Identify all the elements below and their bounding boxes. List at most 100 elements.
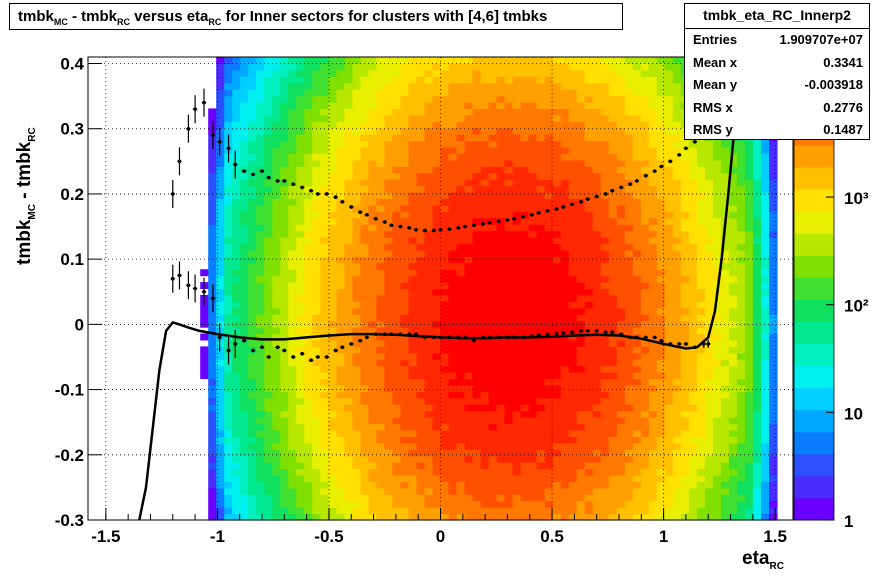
heatmap-cell xyxy=(496,237,506,245)
heatmap-cell xyxy=(376,114,385,122)
heatmap-cell xyxy=(208,359,217,367)
heatmap-cell xyxy=(272,237,281,245)
heatmap-cell xyxy=(752,166,762,174)
heatmap-cell xyxy=(632,153,642,161)
heatmap-cell xyxy=(480,269,490,277)
heatmap-cell xyxy=(296,102,305,109)
heatmap-cell xyxy=(400,301,409,309)
heatmap-cell xyxy=(512,327,522,335)
heatmap-cell xyxy=(296,269,305,277)
heatmap-cell xyxy=(584,89,594,97)
heatmap-cell xyxy=(224,217,233,225)
heatmap-cell xyxy=(456,346,466,354)
heatmap-cell xyxy=(376,140,385,148)
heatmap-cell xyxy=(320,172,329,180)
heatmap-cell xyxy=(720,487,730,495)
heatmap-cell xyxy=(568,108,578,116)
heatmap-cell xyxy=(256,114,265,122)
heatmap-cell xyxy=(296,430,305,437)
heatmap-cell xyxy=(761,462,770,470)
heatmap-cell xyxy=(656,172,666,180)
heatmap-cell xyxy=(736,385,746,392)
heatmap-cell xyxy=(224,288,233,296)
heatmap-cell xyxy=(320,500,329,508)
heatmap-cell xyxy=(680,224,690,232)
heatmap-cell xyxy=(320,513,329,521)
heatmap-cell xyxy=(672,327,682,335)
heatmap-cell xyxy=(488,82,498,90)
heatmap-cell xyxy=(432,397,442,405)
heatmap-cell xyxy=(328,140,337,148)
heatmap-cell xyxy=(744,320,754,328)
heatmap-cell xyxy=(208,249,217,257)
heatmap-cell xyxy=(344,301,353,309)
heatmap-cell xyxy=(728,442,738,450)
heatmap-cell xyxy=(392,127,401,135)
heatmap-cell xyxy=(536,166,546,174)
heatmap-cell xyxy=(704,417,714,425)
heatmap-cell xyxy=(312,339,321,347)
heatmap-cell xyxy=(672,95,682,103)
heatmap-cell xyxy=(232,256,241,264)
heatmap-cell xyxy=(488,507,498,515)
heatmap-cell xyxy=(488,249,498,257)
heatmap-cell xyxy=(520,159,530,167)
heatmap-cell xyxy=(240,89,249,97)
heatmap-cell xyxy=(680,301,690,309)
heatmap-cell xyxy=(456,76,466,84)
heatmap-cell xyxy=(240,192,249,199)
heatmap-cell xyxy=(208,333,217,341)
heatmap-cell xyxy=(288,114,297,122)
heatmap-cell xyxy=(608,275,618,283)
heatmap-cell xyxy=(584,179,594,187)
heatmap-cell xyxy=(344,102,353,109)
heatmap-cell xyxy=(376,327,385,335)
heatmap-cell xyxy=(472,57,482,64)
heatmap-cell xyxy=(440,288,450,296)
heatmap-cell xyxy=(584,352,594,360)
heatmap-cell xyxy=(464,224,474,232)
heatmap-cell xyxy=(248,185,257,193)
heatmap-cell xyxy=(632,198,642,206)
heatmap-cell xyxy=(336,294,345,302)
heatmap-cell xyxy=(472,423,482,431)
heatmap-cell xyxy=(488,417,498,425)
heatmap-cell xyxy=(552,294,562,302)
heatmap-cell xyxy=(360,487,369,495)
heatmap-cell xyxy=(272,102,281,109)
heatmap-cell xyxy=(248,507,257,515)
heatmap-cell xyxy=(296,513,305,521)
heatmap-cell xyxy=(408,243,418,251)
heatmap-cell xyxy=(504,468,514,476)
heatmap-cell xyxy=(344,134,353,142)
heatmap-cell xyxy=(456,307,466,315)
heatmap-cell xyxy=(584,243,594,251)
heatmap-cell xyxy=(640,69,650,77)
heatmap-cell xyxy=(608,114,618,122)
heatmap-cell xyxy=(744,269,754,277)
heatmap-cell xyxy=(376,282,385,290)
heatmap-cell xyxy=(352,507,361,515)
heatmap-cell xyxy=(296,275,305,283)
heatmap-cell xyxy=(696,423,706,431)
heatmap-cell xyxy=(416,417,426,425)
heatmap-cell xyxy=(656,185,666,193)
heatmap-cell xyxy=(224,494,233,502)
heatmap-cell xyxy=(608,423,618,431)
heatmap-cell xyxy=(216,121,225,129)
heatmap-cell xyxy=(464,134,474,142)
heatmap-cell xyxy=(408,397,418,405)
heatmap-cell xyxy=(528,494,538,502)
heatmap-cell xyxy=(576,63,586,71)
heatmap-cell xyxy=(416,159,426,167)
heatmap-cell xyxy=(480,230,490,238)
heatmap-cell xyxy=(464,237,474,245)
heatmap-cell xyxy=(632,217,642,225)
heatmap-cell xyxy=(336,462,345,470)
heatmap-cell xyxy=(328,449,337,457)
heatmap-cell xyxy=(488,404,498,412)
heatmap-cell xyxy=(320,494,329,502)
heatmap-cell xyxy=(744,475,754,482)
heatmap-cell xyxy=(528,359,538,367)
heatmap-cell xyxy=(520,462,530,470)
